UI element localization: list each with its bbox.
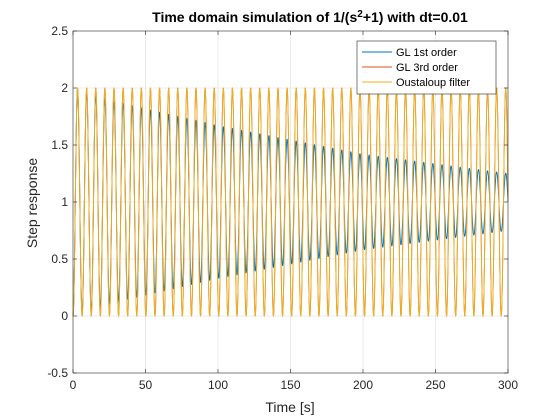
x-tick-label: 100 [208,378,228,392]
x-tick-label: 300 [498,378,518,392]
y-tick-label: 2.5 [51,24,68,38]
y-tick-label: 1 [61,195,68,209]
y-tick-label: 0.5 [51,252,68,266]
y-tick-label: 1.5 [51,138,68,152]
y-axis-label: Step response [24,158,40,248]
y-tick-label: -0.5 [47,366,68,380]
legend-label-gl-3rd: GL 3rd order [396,62,458,74]
x-tick-label: 150 [280,378,300,392]
x-tick-label: 250 [425,378,445,392]
series-oustaloup-filter [72,87,509,317]
legend-label-oustaloup: Oustaloup filter [396,77,470,89]
x-tick-label: 0 [70,378,77,392]
y-tick-label: 0 [61,309,68,323]
y-tick-label: 2 [61,81,68,95]
chart-title: Time domain simulation of 1/(s2+1) with … [152,9,468,26]
x-tick-label: 50 [139,378,153,392]
x-axis-label: Time [s] [265,399,314,415]
legend-label-gl-1st: GL 1st order [396,47,457,59]
series-layer [72,87,509,317]
legend: GL 1st order GL 3rd order Oustaloup filt… [356,40,497,95]
ticks: 0 50 100 150 200 250 300-0.500.511.522.5 [47,24,518,392]
x-tick-label: 200 [353,378,373,392]
